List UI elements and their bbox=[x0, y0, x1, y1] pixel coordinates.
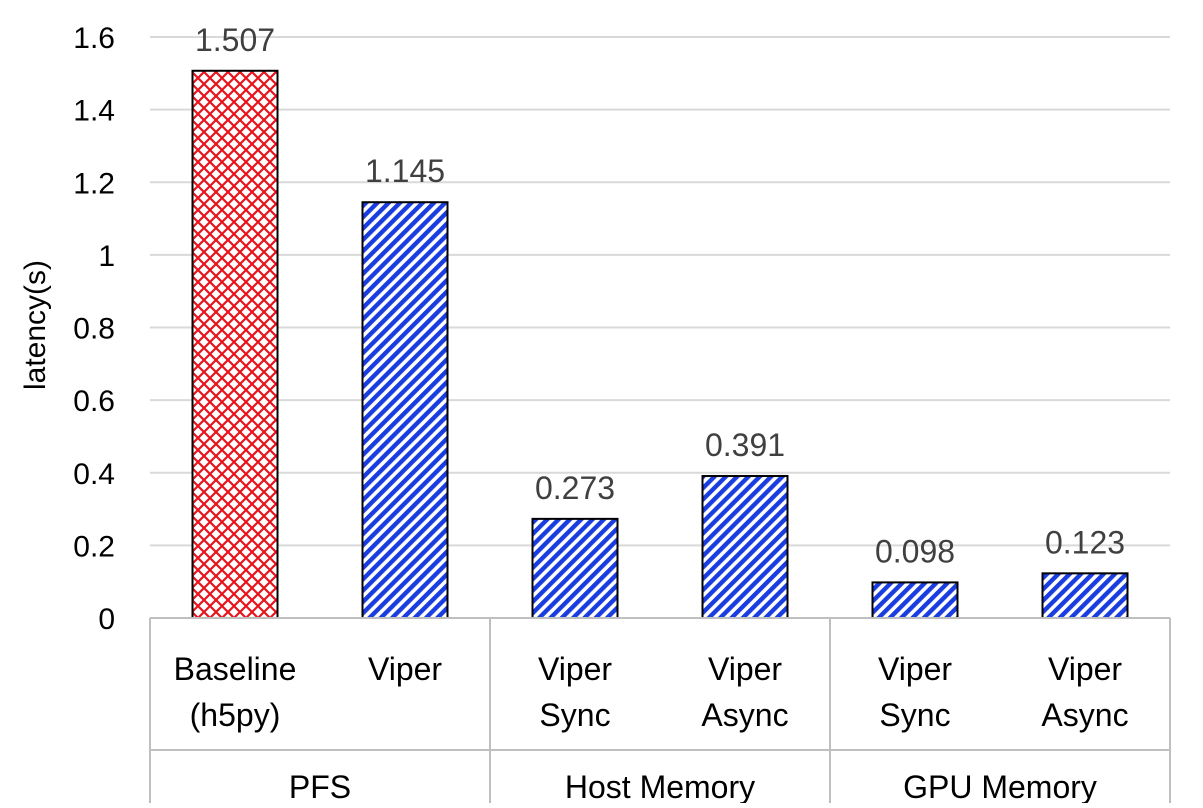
y-tick-label: 1.6 bbox=[73, 22, 115, 55]
y-tick-label: 1.4 bbox=[73, 95, 115, 128]
x-group-label: PFS bbox=[289, 769, 351, 803]
x-group-label: Host Memory bbox=[565, 769, 755, 803]
x-category-label: Viper bbox=[1048, 651, 1122, 687]
x-category-label: Sync bbox=[879, 697, 950, 733]
data-label: 1.507 bbox=[195, 22, 275, 58]
data-label: 0.098 bbox=[875, 533, 955, 569]
y-axis-ticks: 0 0.2 0.4 0.6 0.8 1 1.2 1.4 1.6 bbox=[73, 22, 115, 636]
data-labels: 1.507 1.145 0.273 0.391 0.098 0.123 bbox=[195, 22, 1125, 570]
y-tick-label: 1.2 bbox=[73, 167, 115, 200]
x-axis: Baseline (h5py) Viper Viper Sync Viper Async Vi… bbox=[149, 617, 1171, 805]
bar-5 bbox=[1041, 572, 1129, 620]
data-label: 1.145 bbox=[365, 153, 445, 189]
x-category-label: Viper bbox=[708, 651, 782, 687]
x-category-label: Viper bbox=[538, 651, 612, 687]
data-label: 0.123 bbox=[1045, 524, 1125, 560]
y-tick-label: 0.8 bbox=[73, 313, 115, 346]
y-tick-label: 0.4 bbox=[73, 458, 115, 491]
gridlines bbox=[150, 36, 1170, 547]
y-tick-label: 1 bbox=[98, 240, 115, 273]
bars bbox=[191, 69, 1129, 620]
bar-4 bbox=[871, 581, 959, 620]
x-group-label: GPU Memory bbox=[903, 769, 1097, 803]
x-category-label: Viper bbox=[878, 651, 952, 687]
bar-0 bbox=[191, 69, 279, 619]
y-tick-label: 0 bbox=[98, 603, 115, 636]
y-tick-label: 0.2 bbox=[73, 530, 115, 563]
x-category-label: Viper bbox=[368, 651, 442, 687]
bar-1 bbox=[361, 201, 449, 620]
x-category-label: Async bbox=[701, 697, 788, 733]
x-category-label: (h5py) bbox=[190, 697, 281, 733]
x-category-label: Async bbox=[1041, 697, 1128, 733]
bar-3 bbox=[701, 475, 789, 619]
x-category-label: Baseline bbox=[174, 651, 297, 687]
data-label: 0.391 bbox=[705, 427, 785, 463]
bar-2 bbox=[531, 517, 619, 620]
y-axis-label: latency(s) bbox=[19, 260, 52, 390]
x-category-label: Sync bbox=[539, 697, 610, 733]
y-tick-label: 0.6 bbox=[73, 385, 115, 418]
data-label: 0.273 bbox=[535, 470, 615, 506]
